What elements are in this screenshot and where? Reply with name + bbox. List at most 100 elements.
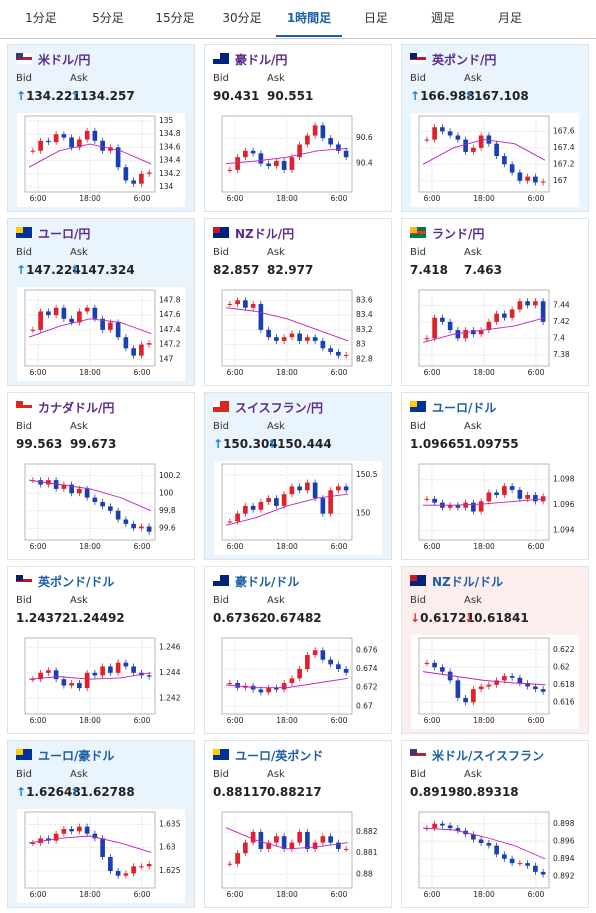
rate-panel[interactable]: ユーロ/ドル Bid Ask 1.09665 1.09755 6:00 18:00 6:00 1… bbox=[401, 392, 589, 560]
chart-box: 6:00 18:00 6:00 1.242 1.244 1.246 bbox=[17, 635, 185, 729]
candle bbox=[312, 650, 318, 655]
chart-box: 6:00 18:00 6:00 0.88 0.881 0.882 bbox=[214, 809, 382, 903]
y-tick-label: 0.894 bbox=[553, 854, 575, 863]
candle bbox=[108, 506, 113, 511]
trend-arrow: ↑ bbox=[213, 437, 224, 451]
candle bbox=[502, 854, 507, 859]
x-tick-label: 18:00 bbox=[79, 542, 101, 551]
candle bbox=[312, 482, 318, 499]
flag bbox=[16, 227, 32, 238]
ask-value: 0.61841 bbox=[474, 611, 529, 625]
bid-label: Bid bbox=[213, 595, 229, 606]
pair-name: カナダドル/円 bbox=[38, 401, 115, 415]
rate-panel[interactable]: 米ドル/円 Bid Ask ↑134.221 ↑134.257 6:00 18:00 6:00… bbox=[7, 44, 195, 212]
tab[interactable]: 1分足 bbox=[25, 11, 57, 25]
flag bbox=[16, 53, 32, 64]
candle bbox=[77, 826, 82, 832]
y-tick-label: 147 bbox=[159, 354, 174, 363]
rate-panel[interactable]: NZドル/ドル Bid Ask ↓0.61721 ↓0.61841 6:00 18:00 6:… bbox=[401, 566, 589, 734]
tab[interactable]: 15分足 bbox=[155, 11, 195, 25]
candle bbox=[100, 838, 105, 857]
bid-box: ↑1.62648 bbox=[16, 785, 81, 799]
rate-panel[interactable]: ユーロ/豪ドル Bid Ask ↑1.62648 ↑1.62788 6:00 18:00 6:… bbox=[7, 740, 195, 908]
bid-label: Bid bbox=[16, 595, 32, 606]
tab[interactable]: 日足 bbox=[363, 11, 388, 25]
candle bbox=[69, 137, 74, 148]
tab[interactable]: 週足 bbox=[430, 11, 455, 25]
y-tick-label: 0.882 bbox=[356, 827, 378, 836]
candle bbox=[131, 666, 136, 673]
flag-canton bbox=[410, 227, 417, 233]
candle bbox=[139, 173, 144, 184]
x-tick-label: 6:00 bbox=[424, 368, 441, 377]
pair-name: 米ドル/円 bbox=[38, 53, 91, 67]
bid-value: 1.24372 bbox=[16, 611, 71, 625]
tab[interactable]: 30分足 bbox=[222, 11, 262, 25]
candle bbox=[328, 348, 333, 352]
rate-panel[interactable]: 豪ドル/ドル Bid Ask 0.67362 0.67482 6:00 18:00 6:00 0… bbox=[204, 566, 392, 734]
candle bbox=[540, 301, 546, 322]
bid-value: 166.988 bbox=[420, 89, 475, 103]
ask-label: Ask bbox=[464, 595, 482, 606]
x-tick-label: 6:00 bbox=[331, 890, 348, 899]
candle bbox=[305, 135, 310, 145]
bid-box: 0.89198 bbox=[410, 785, 465, 799]
rate-panel[interactable]: ユーロ/英ポンド Bid Ask 0.88117 0.88217 6:00 18:00 6:0… bbox=[204, 740, 392, 908]
candle bbox=[336, 351, 341, 356]
bid-box: 0.88117 bbox=[213, 785, 268, 799]
ask-label: Ask bbox=[70, 73, 88, 84]
ask-value: 150.444 bbox=[277, 437, 332, 451]
flag-band bbox=[213, 753, 229, 756]
rate-panel[interactable]: ランド/円 Bid Ask 7.418 7.463 6:00 18:00 6:00 7.38 7.… bbox=[401, 218, 589, 386]
rate-panel[interactable]: 豪ドル/円 Bid Ask 90.431 90.551 6:00 18:00 6:00 90.4… bbox=[204, 44, 392, 212]
ask-box: 1.24492 bbox=[70, 611, 125, 625]
trend-arrow: ↑ bbox=[70, 89, 81, 103]
rate-panel[interactable]: スイスフラン/円 Bid Ask ↑150.304 ↑150.444 6:00 18:00 6… bbox=[204, 392, 392, 560]
bid-label: Bid bbox=[213, 421, 229, 432]
y-tick-label: 100 bbox=[159, 488, 174, 497]
candle bbox=[227, 169, 233, 171]
pair-name: 英ポンド/ドル bbox=[38, 575, 115, 589]
bid-label: Bid bbox=[410, 421, 426, 432]
trend-arrow: ↑ bbox=[267, 437, 278, 451]
candle bbox=[509, 858, 515, 864]
flag bbox=[213, 749, 229, 760]
candle bbox=[69, 683, 74, 686]
x-tick-label: 18:00 bbox=[276, 542, 298, 551]
candle bbox=[92, 130, 98, 141]
tab[interactable]: 1時間足 bbox=[276, 0, 342, 37]
candle bbox=[328, 659, 333, 665]
x-tick-label: 6:00 bbox=[424, 890, 441, 899]
bid-value: 99.563 bbox=[16, 437, 63, 451]
rate-panel[interactable]: 英ポンド/ドル Bid Ask 1.24372 1.24492 6:00 18:00 6:00… bbox=[7, 566, 195, 734]
rate-panel[interactable]: 英ポンド/円 Bid Ask ↑166.988 ↑167.108 6:00 18:00 6:0… bbox=[401, 44, 589, 212]
flag bbox=[16, 575, 32, 586]
x-tick-label: 6:00 bbox=[227, 890, 244, 899]
candle bbox=[540, 689, 546, 692]
bid-value: 147.224 bbox=[26, 263, 81, 277]
candle bbox=[343, 848, 349, 850]
candle bbox=[100, 140, 105, 151]
y-tick-label: 100.2 bbox=[159, 471, 181, 480]
y-tick-label: 0.618 bbox=[553, 680, 575, 689]
rate-panel[interactable]: ユーロ/円 Bid Ask ↑147.224 ↑147.324 6:00 18:00 6:00… bbox=[7, 218, 195, 386]
pair-name: ランド/円 bbox=[432, 227, 485, 241]
tab[interactable]: 5分足 bbox=[92, 11, 124, 25]
pair-name: 豪ドル/円 bbox=[235, 53, 288, 67]
bid-value: 0.67362 bbox=[213, 611, 268, 625]
chart-box: 6:00 18:00 6:00 147 147.2 147.4 147.6 147.8 bbox=[17, 287, 185, 381]
tab[interactable]: 月足 bbox=[497, 11, 522, 25]
rate-panel[interactable]: NZドル/円 Bid Ask 82.857 82.977 6:00 18:00 6:00 82.… bbox=[204, 218, 392, 386]
x-tick-label: 18:00 bbox=[473, 368, 495, 377]
flag-band bbox=[213, 405, 229, 408]
rate-panel[interactable]: カナダドル/円 Bid Ask 99.563 99.673 6:00 18:00 6:00 99… bbox=[7, 392, 195, 560]
bid-label: Bid bbox=[16, 247, 32, 258]
candle bbox=[424, 139, 430, 141]
candle bbox=[486, 684, 492, 687]
pair-name: NZドル/円 bbox=[235, 227, 295, 241]
bid-value: 0.89198 bbox=[410, 785, 465, 799]
x-tick-label: 6:00 bbox=[227, 716, 244, 725]
flag-canton bbox=[16, 749, 23, 755]
rate-panel[interactable]: 米ドル/スイスフラン Bid Ask 0.89198 0.89318 6:00 18:00 6… bbox=[401, 740, 589, 908]
x-tick-label: 6:00 bbox=[528, 194, 545, 203]
